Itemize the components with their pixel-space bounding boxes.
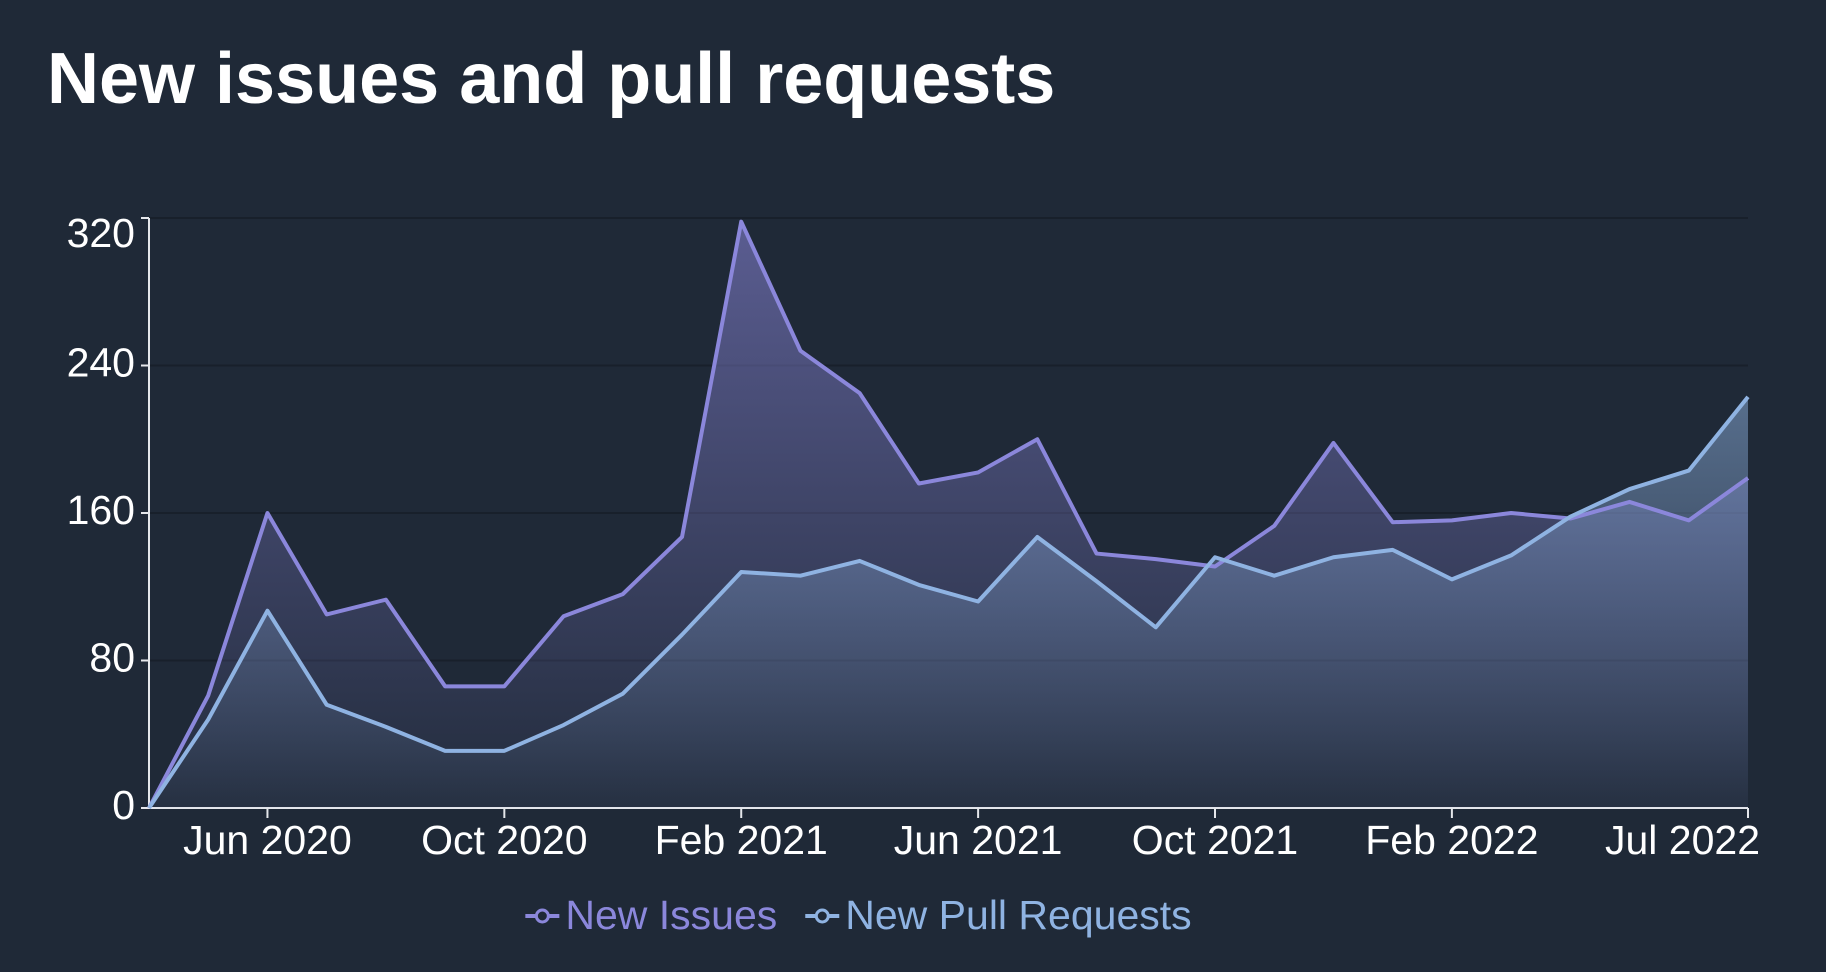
y-tick-label: 80 — [89, 634, 135, 680]
y-tick-label: 240 — [67, 339, 135, 385]
y-tick-label: 160 — [67, 487, 135, 533]
legend-label: New Pull Requests — [845, 892, 1191, 938]
y-tick-label: 320 — [67, 210, 135, 256]
legend: New Issues New Pull Requests — [525, 892, 1192, 938]
x-tick-label: Oct 2021 — [1132, 817, 1298, 863]
legend-label: New Issues — [565, 892, 777, 938]
x-tick-label: Oct 2020 — [421, 817, 587, 863]
y-tick-label: 0 — [112, 782, 135, 828]
area — [149, 396, 1748, 808]
x-tick-label: Feb 2021 — [655, 817, 828, 863]
x-tick-label: Jul 2022 — [1605, 817, 1760, 863]
x-tick-label: Jun 2020 — [183, 817, 352, 863]
x-tick-label: Jun 2021 — [894, 817, 1063, 863]
legend-item: New Pull Requests — [805, 892, 1192, 938]
legend-marker — [534, 908, 550, 924]
line — [147, 395, 1750, 810]
legend-marker — [814, 908, 830, 924]
line — [147, 219, 1750, 809]
x-tick-label: Feb 2022 — [1365, 817, 1538, 863]
legend-item: New Issues — [525, 892, 777, 938]
chart-title: New issues and pull requests — [47, 39, 1055, 119]
